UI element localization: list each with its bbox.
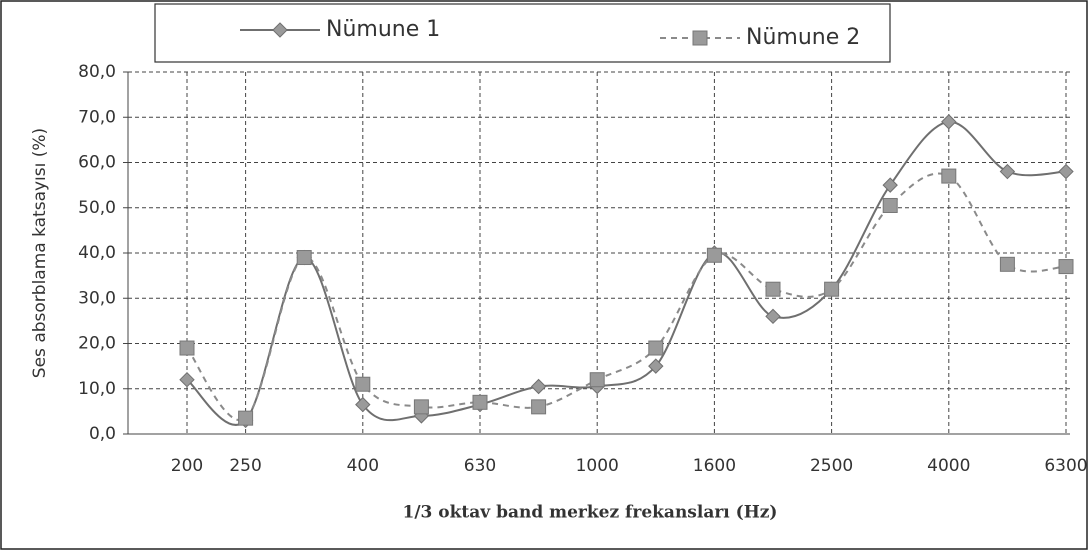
x-tick-label: 6300 [1044, 456, 1087, 476]
marker [882, 177, 898, 193]
y-tick-label: 20,0 [78, 334, 116, 354]
marker [589, 372, 605, 388]
marker [355, 376, 371, 392]
marker [824, 281, 840, 297]
y-tick-label: 30,0 [78, 288, 116, 308]
marker [692, 30, 708, 46]
marker [648, 340, 664, 356]
marker [882, 197, 898, 213]
y-tick-label: 70,0 [78, 107, 116, 127]
marker [413, 399, 429, 415]
marker [941, 114, 957, 130]
marker [999, 256, 1015, 272]
x-tick-label: 1000 [576, 456, 619, 476]
x-tick-label: 1600 [693, 456, 736, 476]
marker [765, 308, 781, 325]
marker [272, 22, 288, 38]
x-tick-label: 250 [229, 456, 261, 476]
y-tick-label: 10,0 [78, 379, 116, 399]
marker [238, 410, 254, 426]
series-line [186, 172, 1067, 422]
x-tick-label: 2500 [810, 456, 853, 476]
x-axis-label: 1/3 oktav band merkez frekansları (Hz) [403, 503, 778, 523]
marker [472, 394, 488, 410]
marker [296, 250, 312, 266]
y-tick-label: 80,0 [78, 62, 116, 82]
legend-label: Nümune 1 [326, 17, 440, 42]
marker [179, 371, 195, 388]
marker [1058, 259, 1074, 275]
marker [355, 396, 371, 413]
marker [531, 399, 547, 415]
marker [765, 281, 781, 297]
marker [179, 340, 195, 356]
marker [1058, 163, 1074, 180]
y-tick-label: 40,0 [78, 243, 116, 263]
marker [648, 358, 664, 374]
marker [999, 163, 1016, 180]
legend-label: Nümune 2 [746, 25, 860, 50]
marker [941, 168, 957, 184]
y-tick-label: 0,0 [89, 424, 116, 444]
y-tick-label: 50,0 [78, 198, 116, 218]
x-tick-label: 630 [464, 456, 496, 476]
x-tick-label: 400 [347, 456, 379, 476]
y-axis-label: Ses absorblama katsayısı (%) [30, 128, 50, 378]
x-tick-label: 4000 [927, 456, 970, 476]
marker [530, 378, 547, 395]
y-tick-label: 60,0 [78, 153, 116, 173]
x-tick-label: 200 [171, 456, 203, 476]
marker [706, 247, 722, 263]
